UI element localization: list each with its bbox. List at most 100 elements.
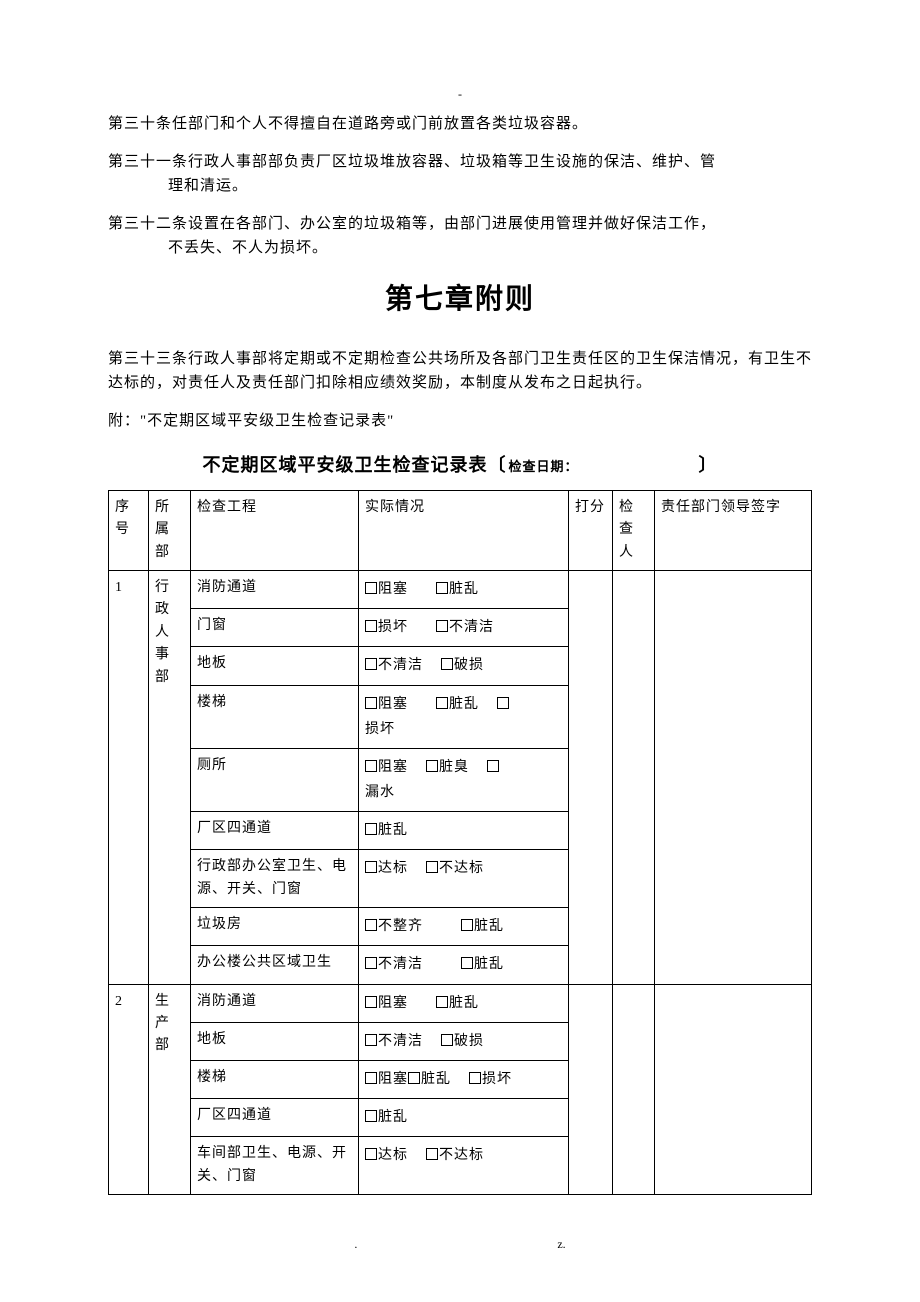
checkbox-label: 不达标 [439,861,484,876]
checkbox-option: 损坏 [469,1067,512,1092]
checkbox-icon[interactable] [469,1072,481,1084]
checkbox-label: 不整齐 [378,919,423,934]
checkbox-icon[interactable] [436,996,448,1008]
article-31-line2: 理和清运。 [108,174,248,198]
checkbox-label: 脏乱 [378,1110,408,1125]
checkbox-icon[interactable] [365,1148,377,1160]
checkbox-option: 不达标 [426,856,484,881]
checkbox-label: 脏乱 [449,697,479,712]
checkbox-icon[interactable] [365,823,377,835]
checkbox-label: 脏乱 [421,1072,451,1087]
checkbox-option: 阻塞 [365,577,408,602]
cell-status: 阻塞脏乱损坏 [359,685,569,748]
checkbox-label: 破损 [454,1034,484,1049]
checkbox-label: 不清洁 [378,658,423,673]
cell-item: 门窗 [191,609,359,647]
cell-status: 阻塞脏臭漏水 [359,748,569,811]
cell-score [569,984,613,1195]
checkbox-icon[interactable] [487,760,499,772]
checkbox-option: 不清洁 [436,615,494,640]
table-title: 不定期区域平安级卫生检查记录表 [202,451,487,480]
cell-status: 阻塞脏乱 损坏 [359,1060,569,1098]
checkbox-option: 阻塞 [365,755,408,780]
cell-status: 达标不达标 [359,850,569,908]
checkbox-label: 不清洁 [378,1034,423,1049]
table-title-date-label: 检查日期： [508,457,578,478]
checkbox-option: 脏乱 [365,818,408,843]
table-row: 2生产部消防通道阻塞脏乱 [109,984,812,1022]
checkbox-icon[interactable] [461,919,473,931]
th-sign: 责任部门领导签字 [655,490,812,570]
th-dept: 所属部 [149,490,191,570]
th-seq: 序号 [109,490,149,570]
checkbox-icon[interactable] [365,919,377,931]
checkbox-label: 脏乱 [474,957,504,972]
inspection-table: 序号 所属部 检查工程 实际情况 打分 检查人 责任部门领导签字 1行政人事部消… [108,490,812,1195]
cell-item: 行政部办公室卫生、电源、开关、门窗 [191,850,359,908]
checkbox-label: 阻塞 [378,1072,408,1087]
cell-score [569,570,613,984]
cell-item: 厂区四通道 [191,1099,359,1137]
checkbox-option: 脏乱 [365,1105,408,1130]
checkbox-icon[interactable] [365,760,377,772]
checkbox-option [497,692,510,717]
checkbox-icon[interactable] [441,1034,453,1046]
article-31-line1: 第三十一条行政人事部部负责厂区垃圾堆放容器、垃圾箱等卫生设施的保洁、维护、管 [108,154,716,170]
cell-status: 不清洁 脏乱 [359,946,569,984]
checkbox-option: 脏乱 [461,914,504,939]
table-title-row: 不定期区域平安级卫生检查记录表 〔 检查日期： 〕 [108,451,812,480]
cell-inspector [613,570,655,984]
checkbox-option: 阻塞 [365,692,408,717]
checkbox-icon[interactable] [365,1072,377,1084]
checkbox-icon[interactable] [365,996,377,1008]
checkbox-label: 脏乱 [449,582,479,597]
checkbox-icon[interactable] [426,861,438,873]
cell-inspector [613,984,655,1195]
checkbox-icon[interactable] [365,697,377,709]
checkbox-icon[interactable] [426,1148,438,1160]
checkbox-option: 脏乱 [436,991,479,1016]
checkbox-option: 阻塞 [365,991,408,1016]
checkbox-option [487,755,500,780]
checkbox-icon[interactable] [426,760,438,772]
checkbox-icon[interactable] [365,1034,377,1046]
checkbox-icon[interactable] [461,957,473,969]
table-title-bracket-open: 〔 [487,451,506,480]
cell-item: 办公楼公共区域卫生 [191,946,359,984]
checkbox-icon[interactable] [436,620,448,632]
cell-sign [655,984,812,1195]
cell-dept: 生产部 [149,984,191,1195]
checkbox-option: 达标 [365,1143,408,1168]
checkbox-icon[interactable] [436,582,448,594]
checkbox-icon[interactable] [365,1110,377,1122]
checkbox-icon[interactable] [365,957,377,969]
checkbox-icon[interactable] [365,861,377,873]
checkbox-icon[interactable] [365,658,377,670]
cell-item: 消防通道 [191,984,359,1022]
checkbox-icon[interactable] [436,697,448,709]
cell-item: 车间部卫生、电源、开关、门窗 [191,1137,359,1195]
checkbox-label: 损坏 [378,620,408,635]
attachment-note: 附："不定期区域平安级卫生检查记录表" [108,409,812,433]
checkbox-icon[interactable] [365,620,377,632]
cell-sign [655,570,812,984]
cell-item: 地板 [191,1022,359,1060]
checkbox-icon[interactable] [441,658,453,670]
checkbox-label: 阻塞 [378,760,408,775]
checkbox-icon[interactable] [408,1072,420,1084]
checkbox-icon[interactable] [497,697,509,709]
footer-right: z. [557,1235,565,1254]
checkbox-label: 不清洁 [378,957,423,972]
cell-status: 阻塞 脏乱 [359,984,569,1022]
checkbox-option: 脏乱 [461,952,504,977]
article-33: 第三十三条行政人事部将定期或不定期检查公共场所及各部门卫生责任区的卫生保洁情况，… [108,347,812,395]
cell-item: 楼梯 [191,685,359,748]
checkbox-option: 不清洁 [365,653,423,678]
th-inspector: 检查人 [613,490,655,570]
checkbox-option: 不清洁 [365,1029,423,1054]
cell-status: 阻塞 脏乱 [359,570,569,608]
checkbox-label: 阻塞 [378,582,408,597]
checkbox-option: 破损 [441,1029,484,1054]
checkbox-label: 脏乱 [449,996,479,1011]
checkbox-icon[interactable] [365,582,377,594]
